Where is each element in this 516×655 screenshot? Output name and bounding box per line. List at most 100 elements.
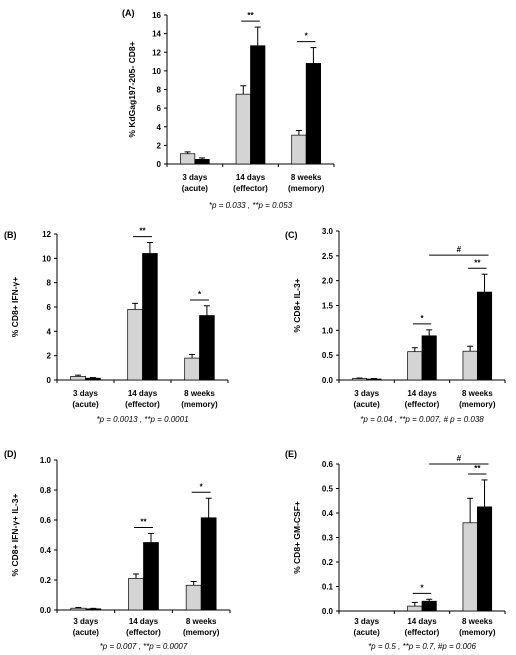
y-axis-label: % CD8+ IL-3+: [292, 278, 302, 332]
panel-e: (E) % CD8+ GM-CSF+ 0.0 0.1 0.2 0.3 0.4 0.5 0.6 3 …: [285, 449, 506, 651]
bar: [421, 600, 437, 612]
panel-label: (A): [122, 8, 135, 18]
panel-d: (D) % CD8+ IFN-γ+ IL-3+ 0.0 0.2 0.4 0.6 0.8 1.0…: [4, 449, 231, 651]
panel-b: (B) % CD8+ IFN-γ+ 0 2 4 6 8 10 12 3 days (acute) 14…: [4, 227, 229, 424]
bar: [476, 291, 493, 381]
bar: [462, 522, 478, 612]
bar: [407, 351, 423, 381]
significance-label: #: [457, 245, 462, 254]
significance-label: *: [420, 583, 424, 592]
y-tick-label: 8: [157, 86, 162, 95]
category-label: 8 weeks: [462, 617, 493, 626]
y-tick-label: 0.0: [40, 606, 52, 615]
category-label: (acute): [73, 628, 100, 637]
y-tick-label: 0.5: [322, 351, 334, 360]
panel-a: (A) % KdGag197-205- CD8+ 0 2 4 6 8 10 12 14 16 3 da…: [122, 8, 335, 210]
category-label: 3 days: [73, 389, 98, 398]
y-axis-label: % KdGag197-205- CD8+: [127, 41, 137, 137]
category-label: (acute): [72, 400, 99, 409]
y-tick-label: 12: [152, 48, 161, 57]
y-tick-label: 0.2: [40, 576, 52, 585]
y-axis-label: % CD8+ IFN-γ+: [10, 277, 20, 337]
category-label: (effector): [405, 628, 440, 637]
panel-label: (E): [285, 449, 297, 459]
category-label: 14 days: [129, 617, 159, 626]
y-tick-label: 0.3: [322, 534, 334, 543]
y-axis-label: % CD8+ GM-CSF+: [292, 501, 302, 574]
bar: [291, 134, 307, 165]
y-tick-label: 1.0: [40, 456, 52, 465]
y-tick-label: 2: [157, 141, 162, 150]
p-value-footnote: *p = 0.0013 , **p = 0.0001: [96, 415, 188, 424]
panel-label: (B): [4, 230, 17, 240]
y-tick-label: 0.0: [322, 607, 334, 616]
significance-label: **: [139, 227, 146, 236]
significance-label: **: [247, 11, 254, 20]
category-label: (memory): [183, 628, 220, 637]
bar: [180, 153, 196, 165]
y-tick-label: 0.4: [322, 509, 334, 518]
y-tick-label: 0.6: [322, 460, 334, 469]
bar: [250, 45, 266, 165]
p-value-footnote: *p = 0.04 , **p = 0.007, # p = 0.038: [360, 415, 484, 424]
bar: [127, 309, 143, 381]
panel-label: (D): [4, 449, 17, 459]
significance-label: *: [200, 482, 204, 491]
category-label: 8 weeks: [184, 389, 215, 398]
category-label: 14 days: [407, 617, 437, 626]
y-tick-label: 0.0: [322, 376, 334, 385]
y-tick-label: 1.0: [322, 326, 334, 335]
category-label: (acute): [182, 184, 209, 193]
y-tick-label: 14: [152, 30, 161, 39]
y-tick-label: 1.5: [322, 302, 334, 311]
y-tick-label: 0.8: [40, 486, 52, 495]
y-tick-label: 10: [42, 254, 51, 263]
bar: [407, 605, 423, 612]
bar: [200, 517, 217, 611]
significance-label: *: [198, 290, 202, 299]
y-tick-label: 0: [47, 376, 52, 385]
p-value-footnote: *p = 0.033 , **p = 0.053: [209, 201, 293, 210]
y-tick-label: 2: [47, 352, 52, 361]
p-value-footnote: *p = 0.5 , **p = 0.7, #p = 0.006: [368, 642, 476, 651]
y-axis-label: % CD8+ IFN-γ+ IL-3+: [10, 494, 20, 577]
category-label: (acute): [354, 400, 381, 409]
bar: [421, 335, 437, 381]
y-tick-label: 3.0: [322, 227, 334, 236]
y-tick-label: 6: [47, 303, 52, 312]
category-label: (effector): [126, 628, 161, 637]
y-tick-label: 8: [47, 279, 52, 288]
y-tick-label: 0: [157, 160, 162, 169]
category-label: (effector): [233, 184, 268, 193]
bar: [194, 158, 210, 165]
y-tick-label: 16: [152, 11, 161, 20]
category-label: (acute): [354, 628, 381, 637]
category-label: (memory): [459, 628, 496, 637]
bar: [462, 350, 478, 381]
category-label: 8 weeks: [462, 389, 493, 398]
bar: [199, 315, 215, 381]
y-tick-label: 0.5: [322, 485, 334, 494]
y-tick-label: 0.2: [322, 558, 334, 567]
bar: [476, 506, 493, 612]
category-label: 8 weeks: [186, 617, 217, 626]
bar: [184, 357, 200, 381]
p-value-footnote: *p = 0.007 , **p = 0.0007: [100, 642, 188, 651]
bar: [235, 93, 251, 165]
bar: [142, 253, 158, 381]
category-label: 3 days: [182, 173, 207, 182]
y-tick-label: 0.1: [322, 583, 334, 592]
bar: [70, 607, 87, 611]
significance-label: #: [457, 454, 462, 463]
significance-label: *: [305, 32, 309, 41]
category-label: (effector): [125, 400, 160, 409]
y-tick-label: 4: [47, 327, 52, 336]
bar: [85, 377, 101, 381]
category-label: 3 days: [354, 617, 379, 626]
bar: [85, 608, 102, 611]
significance-label: *: [420, 314, 424, 323]
panel-label: (C): [285, 230, 298, 240]
category-label: 14 days: [128, 389, 158, 398]
bar: [128, 578, 144, 611]
